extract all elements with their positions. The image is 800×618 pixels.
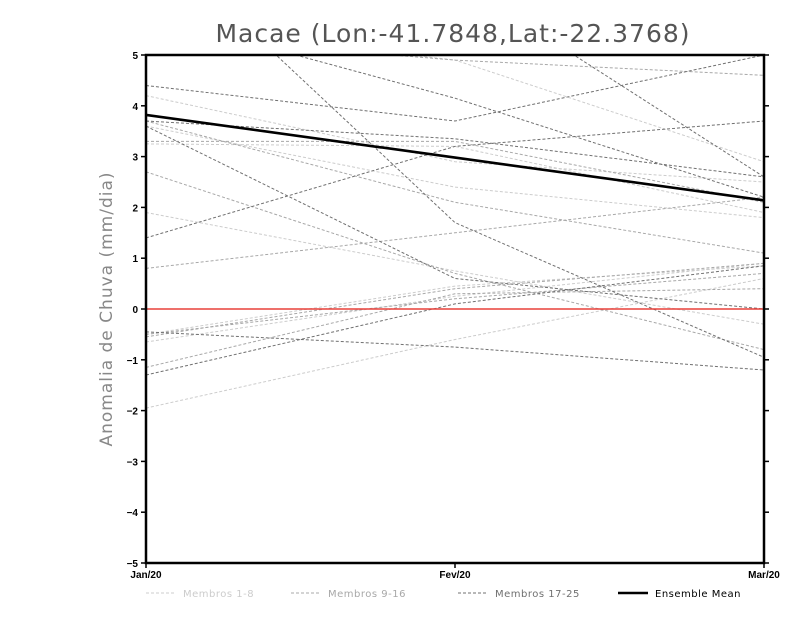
member-line-20 xyxy=(293,55,764,198)
y-tick-label: 4 xyxy=(132,102,138,113)
y-tick-label: 5 xyxy=(132,51,138,62)
ensemble-mean-layer xyxy=(146,113,764,202)
y-tick-label: 1 xyxy=(132,254,138,265)
member-line-6 xyxy=(146,265,764,335)
member-line-1 xyxy=(146,95,764,183)
x-tick-label: Fev/20 xyxy=(439,570,471,581)
member-line-10 xyxy=(146,196,764,269)
member-line-7 xyxy=(146,125,764,219)
member-line-18 xyxy=(146,120,764,239)
legend-label: Membros 1-8 xyxy=(183,589,254,600)
x-axis-ticks: Jan/20 Fev/20 Mar/20 xyxy=(130,563,780,581)
y-axis-label: Anomalia de Chuva (mm/dia) xyxy=(97,171,117,446)
y-tick-label: −3 xyxy=(127,457,139,468)
y-tick-label: −5 xyxy=(127,559,139,570)
member-line-24 xyxy=(146,125,764,310)
member-line-25 xyxy=(572,55,764,178)
member-line-11 xyxy=(146,262,764,338)
member-line-23 xyxy=(146,265,764,376)
series-layer xyxy=(146,55,764,409)
y-tick-label: −1 xyxy=(127,356,139,367)
legend-label: Ensemble Mean xyxy=(655,589,741,600)
member-line-13 xyxy=(146,288,764,368)
member-line-17 xyxy=(146,55,764,122)
y-tick-label: −4 xyxy=(127,508,139,519)
ensemble-mean-line xyxy=(146,113,764,202)
member-line-16 xyxy=(146,272,764,335)
member-line-4 xyxy=(146,262,764,343)
x-tick-label: Mar/20 xyxy=(748,570,780,581)
member-line-12 xyxy=(146,120,764,254)
chart-title: Macae (Lon:-41.7848,Lat:-22.3768) xyxy=(215,19,690,48)
y-tick-label: 2 xyxy=(132,203,138,214)
legend: Membros 1-8 Membros 9-16 Membros 17-25 Ense… xyxy=(146,589,741,600)
legend-label: Membros 9-16 xyxy=(328,589,406,600)
member-line-5 xyxy=(146,278,764,409)
member-line-3 xyxy=(146,212,764,325)
member-line-15 xyxy=(146,140,764,203)
member-line-14 xyxy=(386,55,764,76)
member-line-22 xyxy=(146,331,764,371)
y-axis-ticks: −5 −4 −3 −2 −1 0 1 2 3 4 5 xyxy=(127,51,769,570)
y-tick-label: 0 xyxy=(132,305,138,316)
x-tick-label: Jan/20 xyxy=(130,570,162,581)
member-line-19 xyxy=(146,120,764,178)
legend-label: Membros 17-25 xyxy=(495,589,580,600)
member-line-9 xyxy=(146,171,764,351)
y-tick-label: −2 xyxy=(127,407,139,418)
y-tick-label: 3 xyxy=(132,153,138,164)
